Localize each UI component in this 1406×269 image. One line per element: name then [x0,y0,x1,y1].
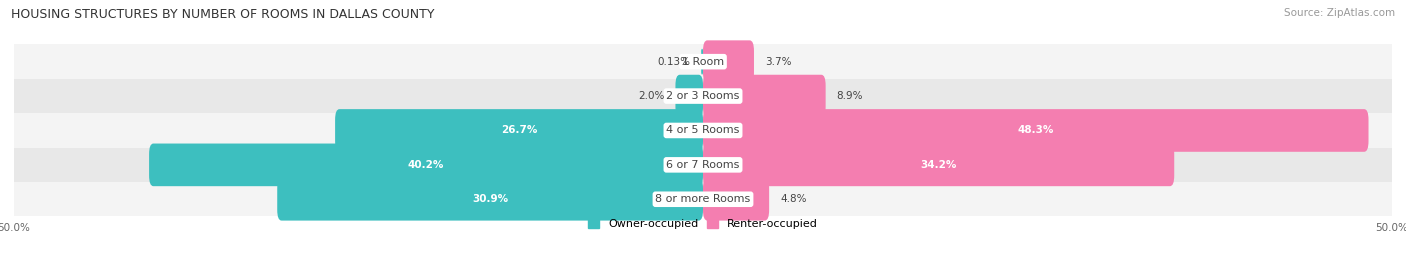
Text: 3.7%: 3.7% [765,57,792,67]
Text: 8 or more Rooms: 8 or more Rooms [655,194,751,204]
FancyBboxPatch shape [703,109,1368,152]
Bar [14,113,1392,148]
Bar [14,148,1392,182]
FancyBboxPatch shape [335,109,703,152]
Text: Source: ZipAtlas.com: Source: ZipAtlas.com [1284,8,1395,18]
Text: 40.2%: 40.2% [408,160,444,170]
Text: 8.9%: 8.9% [837,91,863,101]
Bar [14,44,1392,79]
Text: 1 Room: 1 Room [682,57,724,67]
FancyBboxPatch shape [703,178,769,221]
Text: 34.2%: 34.2% [921,160,957,170]
Text: 48.3%: 48.3% [1018,125,1054,136]
Text: 2 or 3 Rooms: 2 or 3 Rooms [666,91,740,101]
Text: 2.0%: 2.0% [638,91,665,101]
FancyBboxPatch shape [702,49,703,75]
Text: 6 or 7 Rooms: 6 or 7 Rooms [666,160,740,170]
Text: 4.8%: 4.8% [780,194,807,204]
Text: 26.7%: 26.7% [501,125,537,136]
FancyBboxPatch shape [277,178,703,221]
Text: 0.13%: 0.13% [657,57,690,67]
Legend: Owner-occupied, Renter-occupied: Owner-occupied, Renter-occupied [588,219,818,229]
Text: 4 or 5 Rooms: 4 or 5 Rooms [666,125,740,136]
FancyBboxPatch shape [149,144,703,186]
FancyBboxPatch shape [703,40,754,83]
FancyBboxPatch shape [703,75,825,117]
FancyBboxPatch shape [675,75,703,117]
Text: HOUSING STRUCTURES BY NUMBER OF ROOMS IN DALLAS COUNTY: HOUSING STRUCTURES BY NUMBER OF ROOMS IN… [11,8,434,21]
Bar [14,79,1392,113]
Text: 30.9%: 30.9% [472,194,508,204]
FancyBboxPatch shape [703,144,1174,186]
Bar [14,182,1392,217]
